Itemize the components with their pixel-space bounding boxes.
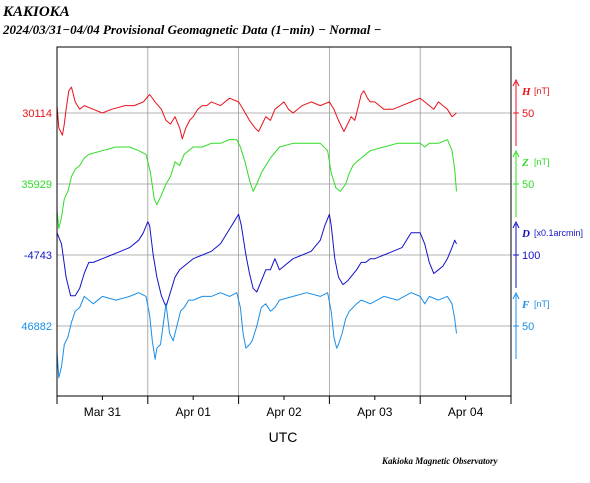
unit-label-h: [nT] — [534, 86, 550, 96]
series-lines — [56, 86, 457, 379]
x-tick-label: Apr 04 — [448, 405, 484, 419]
chart-subtitle: 2024/03/31−04/04 Provisional Geomagnetic… — [3, 22, 382, 37]
unit-label-z: [nT] — [534, 157, 550, 167]
plot-frame — [56, 46, 512, 397]
component-label-h: H — [521, 86, 531, 98]
scale-arrow-f — [512, 291, 520, 300]
scale-label-h: 50 — [522, 108, 534, 120]
scale-arrow-d — [512, 220, 520, 229]
x-axis-label: UTC — [269, 429, 298, 445]
x-tick-label: Mar 31 — [84, 405, 122, 419]
grid — [57, 47, 511, 396]
x-axis: Mar 31 Apr 01 Apr 02 Apr 03 Apr 04 — [56, 396, 512, 419]
scale-arrow-z — [512, 149, 520, 158]
baseline-label-z: 35929 — [21, 179, 52, 191]
baseline-label-h: 30114 — [22, 108, 52, 120]
unit-label-d: [x0.1arcmin] — [534, 228, 583, 238]
scale-label-d: 100 — [522, 250, 540, 262]
scale-arrow-h — [512, 78, 520, 87]
baseline-label-d: -4743 — [24, 250, 52, 262]
x-tick-label: Apr 03 — [357, 405, 393, 419]
x-tick-label: Apr 02 — [266, 405, 302, 419]
baseline-label-f: 46882 — [21, 321, 52, 333]
series-line-z — [56, 139, 457, 229]
unit-label-f: [nT] — [534, 299, 550, 309]
series-line-h — [56, 86, 457, 140]
component-label-f: F — [521, 299, 530, 311]
component-label-z: Z — [521, 157, 529, 169]
series-line-d — [56, 213, 457, 308]
scale-label-z: 50 — [522, 179, 534, 191]
observatory-credit: Kakioka Magnetic Observatory — [382, 456, 498, 466]
scale-label-f: 50 — [522, 321, 534, 333]
series-line-f — [56, 292, 457, 379]
station-title: KAKIOKA — [3, 4, 70, 20]
component-label-d: D — [521, 228, 530, 240]
x-tick-label: Apr 01 — [176, 405, 212, 419]
